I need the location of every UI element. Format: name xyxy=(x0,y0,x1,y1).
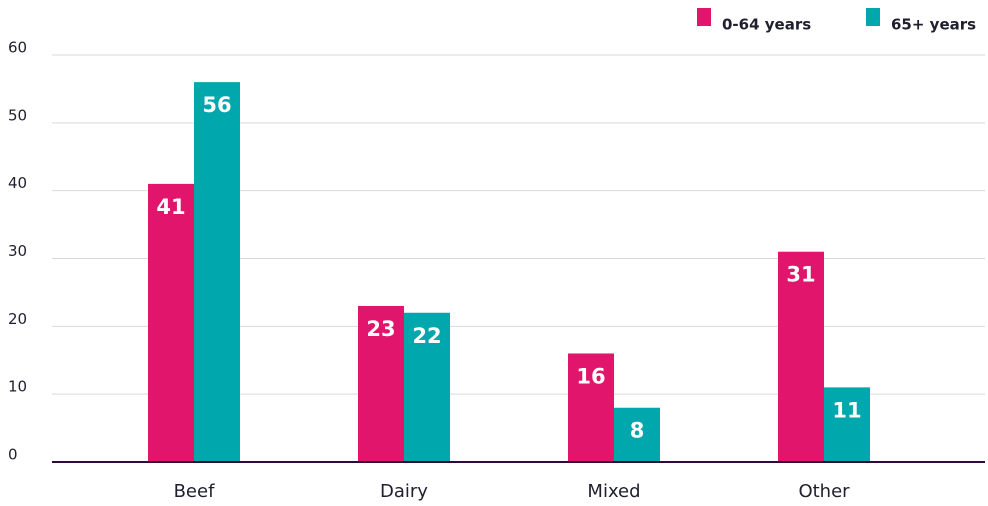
bar xyxy=(824,387,870,462)
legend-swatch xyxy=(866,8,880,26)
legend-label: 65+ years xyxy=(891,16,976,34)
y-tick-label: 30 xyxy=(8,242,27,260)
y-tick-label: 50 xyxy=(8,106,27,124)
legend-swatch xyxy=(697,8,711,26)
value-label: 8 xyxy=(630,419,645,443)
value-label: 31 xyxy=(786,263,815,287)
x-tick-label: Other xyxy=(798,481,850,502)
y-tick-label: 20 xyxy=(8,310,27,328)
y-tick-label: 60 xyxy=(8,39,27,57)
y-tick-label: 40 xyxy=(8,174,27,192)
bar xyxy=(404,312,450,462)
bar xyxy=(568,353,614,462)
value-label: 16 xyxy=(576,364,605,388)
y-tick-label: 10 xyxy=(8,378,27,396)
value-label: 41 xyxy=(156,195,185,219)
value-label: 22 xyxy=(412,324,441,348)
x-tick-label: Dairy xyxy=(380,481,428,502)
x-tick-label: Beef xyxy=(174,481,215,502)
legend-label: 0-64 years xyxy=(722,16,811,34)
bar xyxy=(778,251,824,462)
bar xyxy=(194,82,240,462)
value-label: 11 xyxy=(832,398,861,422)
value-label: 23 xyxy=(366,317,395,341)
bar xyxy=(148,183,194,462)
value-label: 56 xyxy=(202,93,231,117)
bar xyxy=(358,305,404,462)
x-tick-label: Mixed xyxy=(587,481,640,502)
y-tick-label: 0 xyxy=(8,446,18,464)
bar xyxy=(614,407,660,462)
